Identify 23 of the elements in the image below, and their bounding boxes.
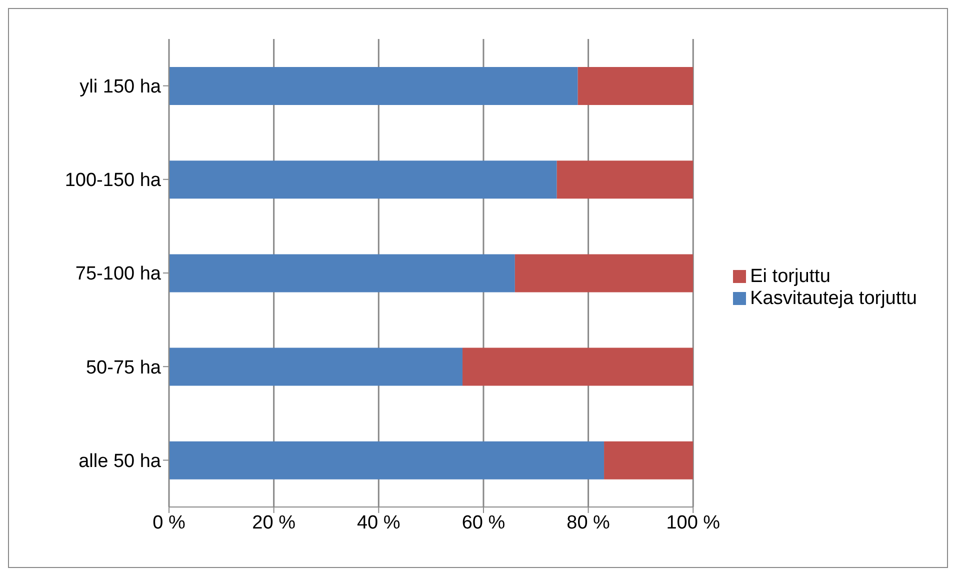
bar bbox=[556, 160, 694, 199]
bar bbox=[514, 254, 694, 292]
y-tick-label: 50-75 ha bbox=[86, 357, 162, 378]
x-tick-label: 0 % bbox=[152, 512, 186, 534]
x-tick-label: 20 % bbox=[252, 512, 296, 534]
bar bbox=[169, 348, 463, 386]
legend-label: Kasvitauteja torjuttu bbox=[750, 288, 917, 309]
x-tick-label: 40 % bbox=[356, 512, 400, 534]
bar bbox=[169, 441, 604, 480]
y-tick-label: 100-150 ha bbox=[64, 170, 162, 192]
bar bbox=[604, 441, 694, 480]
y-tick-label: alle 50 ha bbox=[78, 450, 162, 472]
bar bbox=[169, 254, 515, 292]
x-tick-label: 100 % bbox=[666, 512, 720, 534]
bar bbox=[578, 67, 694, 105]
legend-label: Ei torjuttu bbox=[750, 266, 830, 287]
x-tick-label: 80 % bbox=[566, 512, 610, 534]
y-tick-label: 75-100 ha bbox=[75, 264, 162, 285]
y-tick-label: yli 150 ha bbox=[80, 76, 162, 98]
bar bbox=[462, 348, 694, 386]
x-tick-label: 60 % bbox=[462, 512, 506, 534]
bar bbox=[169, 67, 578, 105]
bar bbox=[169, 160, 557, 199]
